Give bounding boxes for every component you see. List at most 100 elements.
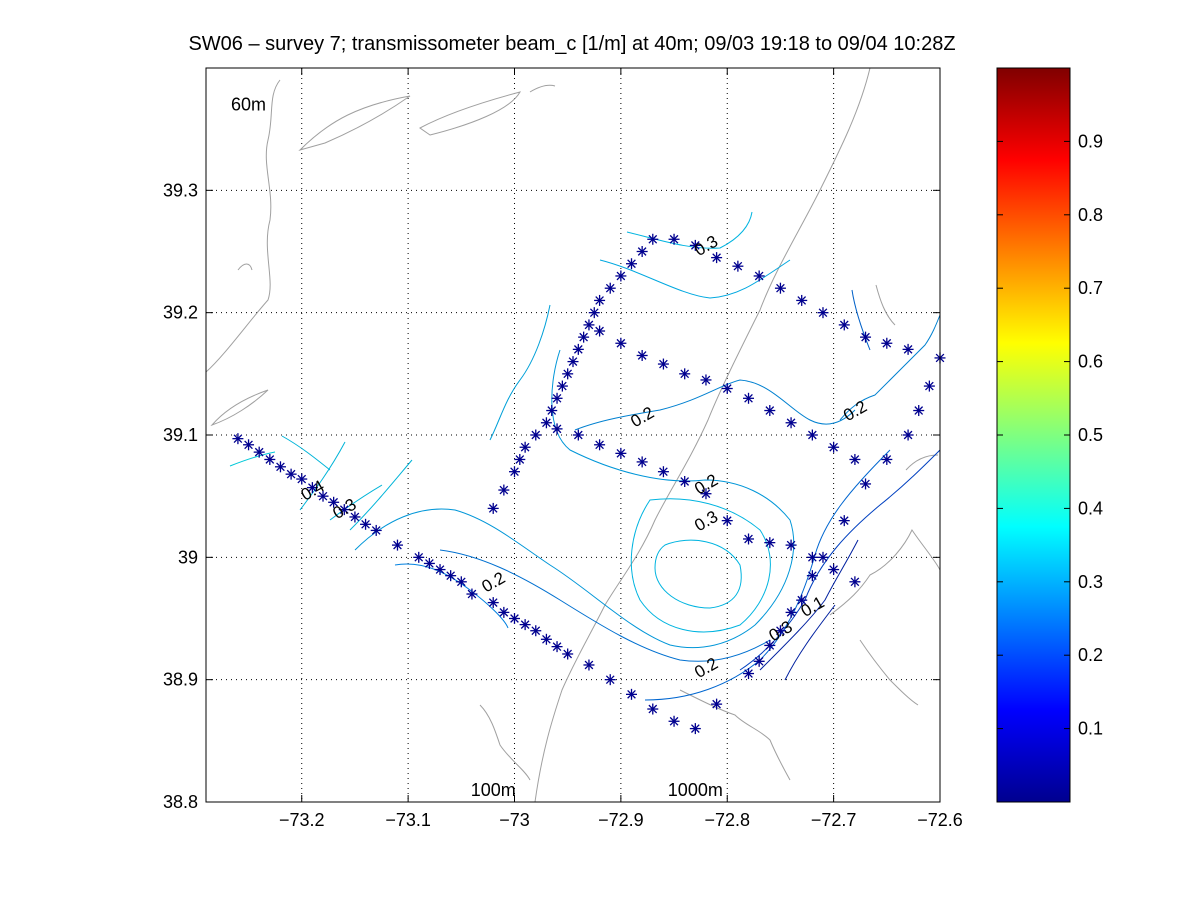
station-marker xyxy=(391,539,403,551)
asterisk-stroke xyxy=(925,381,934,391)
y-tick-label: 39.3 xyxy=(163,180,198,200)
station-marker xyxy=(328,496,340,508)
station-marker xyxy=(487,502,499,514)
station-marker xyxy=(423,557,435,569)
station-marker xyxy=(594,439,606,451)
asterisk-stroke xyxy=(701,375,711,385)
colorbar-tick-label: 0.6 xyxy=(1078,352,1103,372)
asterisk-stroke xyxy=(499,485,509,495)
colorbar-tick-label: 0.1 xyxy=(1078,719,1103,739)
bathymetry-1000m-line xyxy=(534,67,871,803)
colorbar-tick-label: 0.8 xyxy=(1078,205,1103,225)
station-marker xyxy=(546,405,558,417)
station-marker xyxy=(796,294,808,306)
station-marker xyxy=(626,258,638,270)
bathymetry-slope-canyon xyxy=(859,639,919,706)
asterisk-stroke xyxy=(839,516,849,525)
contour-line xyxy=(299,441,346,511)
station-marker xyxy=(551,392,563,404)
station-marker xyxy=(753,655,765,667)
station-marker xyxy=(817,307,829,319)
station-marker xyxy=(902,429,914,441)
station-marker xyxy=(902,343,914,355)
station-marker xyxy=(849,453,861,465)
bathymetry-60m-line xyxy=(205,79,281,373)
contour-line xyxy=(574,379,856,431)
asterisk-stroke xyxy=(712,253,721,262)
depth-label: 100m xyxy=(471,780,516,800)
station-marker xyxy=(578,331,590,343)
asterisk-stroke xyxy=(733,261,743,271)
asterisk-stroke xyxy=(722,384,732,393)
station-marker xyxy=(317,490,329,502)
contour-line xyxy=(599,259,791,299)
depth-label: 1000m xyxy=(668,780,723,800)
station-marker xyxy=(923,380,935,392)
asterisk-stroke xyxy=(520,620,530,629)
bathymetry-shoal xyxy=(298,95,411,151)
contour-line xyxy=(329,484,383,521)
colorbar-tick-label: 0.3 xyxy=(1078,572,1103,592)
asterisk-stroke xyxy=(669,716,679,726)
asterisk-stroke xyxy=(797,595,807,605)
station-marker xyxy=(828,564,840,576)
station-marker xyxy=(881,337,893,349)
chart-title: SW06 – survey 7; transmissometer beam_c … xyxy=(188,33,955,55)
asterisk-stroke xyxy=(903,430,913,440)
asterisk-stroke xyxy=(616,338,626,348)
bathymetry-slope-canyon xyxy=(679,689,791,781)
colorbar-ticks: 0.1 0.2 0.3 0.4 0.5 0.6 0.7 0.8 0.9 xyxy=(997,131,1103,739)
asterisk-stroke xyxy=(861,332,870,342)
station-marker xyxy=(785,417,797,429)
asterisk-stroke xyxy=(882,338,892,348)
asterisk-stroke xyxy=(568,357,578,366)
contour-line xyxy=(851,289,871,351)
asterisk-stroke xyxy=(318,491,328,501)
colorbar-tick-label: 0.7 xyxy=(1078,278,1103,298)
colorbar-tick-label: 0.4 xyxy=(1078,498,1103,518)
x-tick-label: −73.1 xyxy=(385,810,431,830)
station-marker xyxy=(296,473,308,485)
contour-line xyxy=(394,563,509,629)
asterisk-stroke xyxy=(765,641,775,650)
asterisk-stroke xyxy=(350,512,360,522)
station-marker xyxy=(679,475,691,487)
asterisk-stroke xyxy=(627,689,636,699)
station-marker xyxy=(243,439,255,451)
asterisk-stroke xyxy=(308,483,317,492)
contour-line xyxy=(229,451,276,467)
asterisk-stroke xyxy=(425,559,434,568)
colorbar-tick-label: 0.2 xyxy=(1078,645,1103,665)
contour-line xyxy=(349,459,413,531)
asterisk-stroke xyxy=(776,626,785,636)
asterisk-stroke xyxy=(903,345,913,354)
station-marker xyxy=(636,349,648,361)
asterisk-stroke xyxy=(329,497,339,507)
station-marker xyxy=(806,429,818,441)
station-marker xyxy=(556,380,568,392)
station-marker xyxy=(700,488,712,500)
station-marker xyxy=(567,356,579,368)
asterisk-stroke xyxy=(339,505,349,514)
asterisk-stroke xyxy=(882,455,892,464)
y-tick-label: 38.8 xyxy=(163,792,198,812)
asterisk-stroke xyxy=(850,455,860,464)
asterisk-stroke xyxy=(807,430,817,440)
contour-line xyxy=(630,498,771,633)
station-marker xyxy=(274,461,286,473)
asterisk-stroke xyxy=(254,447,264,457)
asterisk-stroke xyxy=(595,326,604,336)
asterisk-stroke xyxy=(616,271,626,281)
station-marker xyxy=(657,358,669,370)
asterisk-stroke xyxy=(680,369,690,379)
station-marker xyxy=(604,282,616,294)
asterisk-stroke xyxy=(818,552,828,562)
station-marker xyxy=(711,698,723,710)
station-marker xyxy=(615,337,627,349)
station-marker xyxy=(774,625,786,637)
station-marker xyxy=(519,619,531,631)
station-marker xyxy=(743,533,755,545)
asterisk-stroke xyxy=(542,634,551,644)
station-marker xyxy=(615,270,627,282)
